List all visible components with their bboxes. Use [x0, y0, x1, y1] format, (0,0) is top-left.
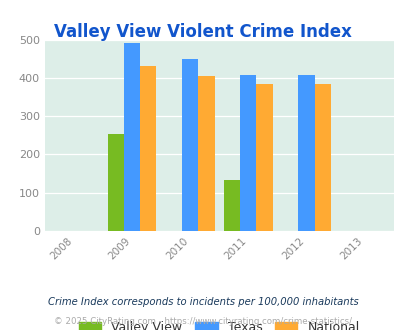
Bar	[198, 76, 214, 231]
Text: Crime Index corresponds to incidents per 100,000 inhabitants: Crime Index corresponds to incidents per…	[47, 297, 358, 307]
Legend: Valley View, Texas, National: Valley View, Texas, National	[75, 318, 362, 330]
Text: © 2025 CityRating.com - https://www.cityrating.com/crime-statistics/: © 2025 CityRating.com - https://www.city…	[54, 317, 351, 326]
Bar	[223, 181, 240, 231]
Bar	[298, 75, 314, 231]
Bar	[240, 75, 256, 231]
Text: Valley View Violent Crime Index: Valley View Violent Crime Index	[54, 23, 351, 41]
Bar	[124, 44, 140, 231]
Bar	[181, 59, 198, 231]
Bar	[140, 66, 156, 231]
Bar	[314, 83, 330, 231]
Bar	[107, 134, 124, 231]
Bar	[256, 83, 272, 231]
